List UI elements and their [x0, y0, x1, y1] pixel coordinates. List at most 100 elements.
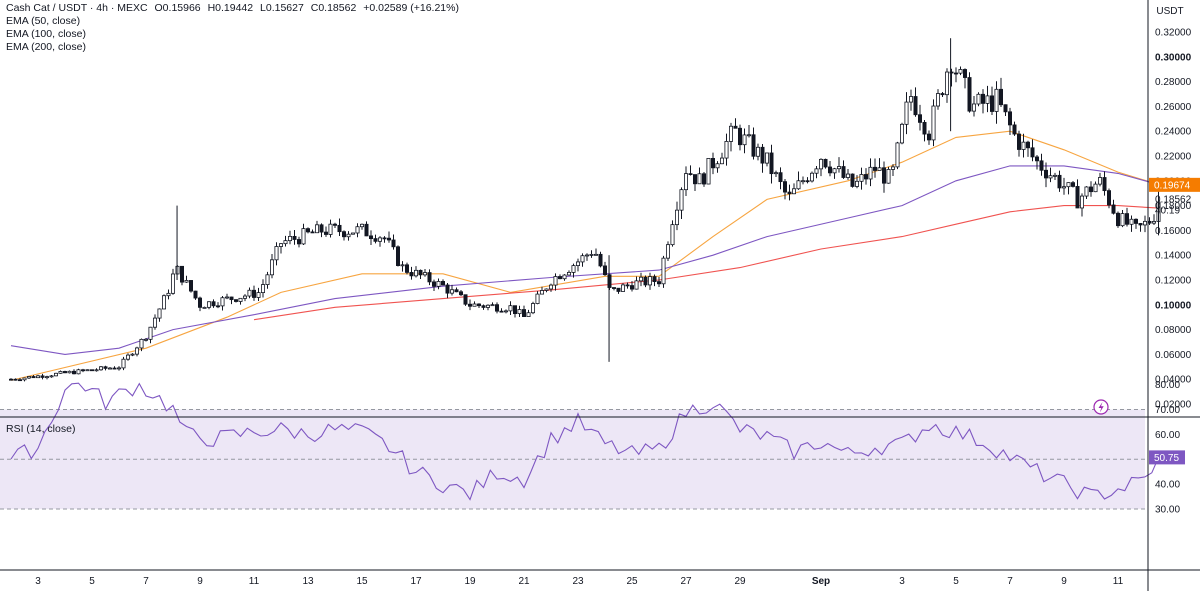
candle[interactable]: [386, 231, 391, 243]
candle[interactable]: [594, 248, 599, 256]
candle[interactable]: [859, 167, 864, 190]
candle[interactable]: [967, 72, 972, 113]
candle[interactable]: [792, 183, 797, 195]
candle[interactable]: [449, 284, 454, 296]
candle[interactable]: [598, 251, 603, 268]
candle[interactable]: [724, 133, 729, 166]
candle[interactable]: [202, 306, 207, 309]
candle[interactable]: [751, 127, 756, 160]
candle[interactable]: [1026, 140, 1031, 157]
candle[interactable]: [8, 378, 13, 381]
candle[interactable]: [1012, 121, 1017, 136]
candle[interactable]: [1066, 182, 1071, 195]
candle[interactable]: [850, 173, 855, 188]
candle[interactable]: [675, 201, 680, 231]
candle[interactable]: [355, 223, 360, 238]
candle[interactable]: [36, 374, 41, 379]
candle[interactable]: [472, 301, 477, 307]
candle[interactable]: [76, 368, 81, 375]
candles[interactable]: [8, 38, 1161, 382]
candle[interactable]: [576, 258, 581, 272]
candle[interactable]: [819, 158, 824, 177]
candle[interactable]: [305, 227, 310, 234]
candle[interactable]: [580, 253, 585, 267]
candle[interactable]: [130, 353, 135, 357]
candle[interactable]: [522, 305, 527, 317]
candle[interactable]: [413, 266, 418, 278]
candle[interactable]: [711, 152, 716, 175]
candle[interactable]: [900, 122, 905, 145]
candle[interactable]: [301, 223, 306, 246]
candle[interactable]: [103, 365, 108, 371]
candle[interactable]: [814, 166, 819, 179]
candle[interactable]: [823, 158, 828, 169]
candle[interactable]: [287, 230, 292, 245]
candle[interactable]: [490, 302, 495, 307]
candle[interactable]: [1062, 177, 1067, 195]
candle[interactable]: [877, 158, 882, 171]
candle[interactable]: [58, 370, 63, 374]
candle[interactable]: [26, 376, 31, 379]
candle[interactable]: [206, 301, 211, 310]
candle[interactable]: [985, 85, 990, 113]
candle[interactable]: [612, 287, 617, 291]
candle[interactable]: [49, 374, 54, 378]
candle[interactable]: [634, 276, 639, 290]
candle[interactable]: [562, 274, 567, 281]
candle[interactable]: [1071, 181, 1076, 188]
candle[interactable]: [1053, 172, 1058, 181]
candle[interactable]: [990, 86, 995, 115]
rsi-legend[interactable]: RSI (14, close): [6, 423, 76, 435]
candle[interactable]: [1003, 104, 1008, 116]
candle[interactable]: [265, 271, 270, 289]
candle[interactable]: [643, 275, 648, 288]
candle[interactable]: [945, 68, 950, 103]
candle[interactable]: [350, 232, 355, 235]
candle[interactable]: [1035, 155, 1040, 170]
candle[interactable]: [994, 81, 999, 124]
candle[interactable]: [467, 299, 472, 311]
candle[interactable]: [377, 236, 382, 247]
candle[interactable]: [841, 160, 846, 179]
candle[interactable]: [1039, 153, 1044, 176]
candle[interactable]: [395, 245, 400, 267]
candle[interactable]: [760, 144, 765, 173]
candle[interactable]: [503, 309, 508, 314]
candle[interactable]: [373, 234, 378, 244]
lightning-icon[interactable]: [1093, 399, 1109, 415]
ema100-legend[interactable]: EMA (100, close): [6, 28, 86, 40]
candle[interactable]: [197, 296, 202, 312]
candle[interactable]: [431, 279, 436, 291]
candle[interactable]: [193, 290, 198, 300]
candle[interactable]: [693, 174, 698, 192]
candle[interactable]: [796, 171, 801, 190]
candle[interactable]: [211, 299, 216, 308]
candle[interactable]: [702, 171, 707, 187]
candle[interactable]: [67, 370, 72, 374]
candle[interactable]: [17, 377, 22, 382]
candle[interactable]: [242, 294, 247, 302]
candle[interactable]: [346, 231, 351, 241]
candle[interactable]: [1048, 167, 1053, 183]
candle[interactable]: [783, 178, 788, 200]
candle[interactable]: [1134, 218, 1139, 229]
candle[interactable]: [1017, 130, 1022, 157]
candle[interactable]: [1138, 222, 1143, 232]
candle[interactable]: [1084, 186, 1089, 199]
candle[interactable]: [319, 223, 324, 238]
candle[interactable]: [697, 167, 702, 185]
candle[interactable]: [278, 243, 283, 254]
candle[interactable]: [1152, 214, 1157, 225]
candle[interactable]: [251, 285, 256, 301]
candle[interactable]: [621, 283, 626, 292]
candle[interactable]: [184, 275, 189, 283]
candle[interactable]: [733, 118, 738, 129]
candle[interactable]: [738, 124, 743, 151]
candle[interactable]: [1143, 215, 1148, 233]
candle[interactable]: [508, 301, 513, 315]
candle[interactable]: [314, 220, 319, 234]
candle[interactable]: [454, 287, 459, 293]
candle[interactable]: [422, 269, 427, 277]
candle[interactable]: [913, 87, 918, 117]
candle[interactable]: [1075, 179, 1080, 209]
